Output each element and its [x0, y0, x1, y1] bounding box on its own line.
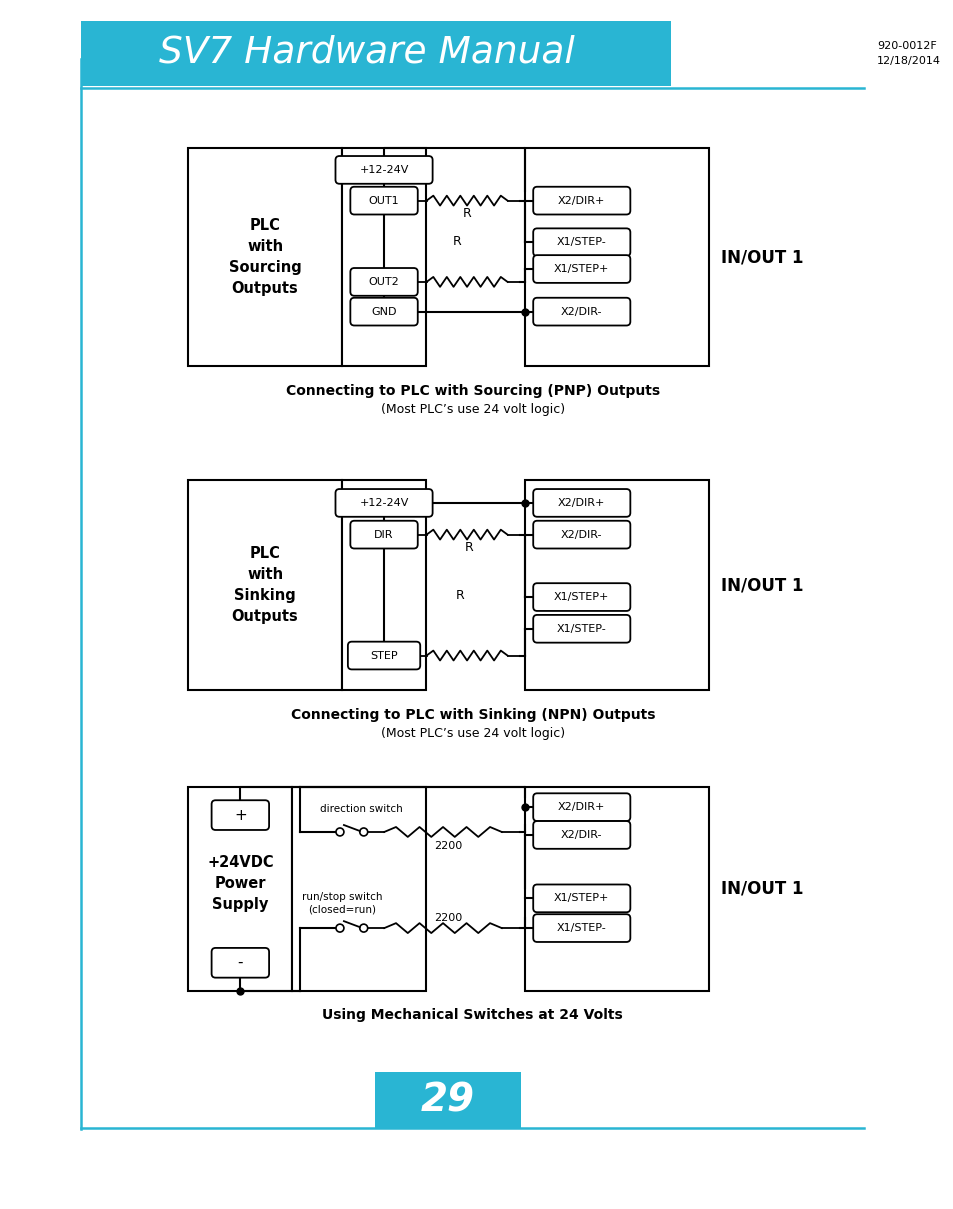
Bar	[341, 480, 426, 690]
Bar	[525, 480, 708, 690]
Text: (Most PLC’s use 24 volt logic): (Most PLC’s use 24 volt logic)	[380, 404, 564, 416]
FancyBboxPatch shape	[212, 800, 269, 829]
Text: X2/DIR+: X2/DIR+	[558, 196, 605, 206]
Text: 2200: 2200	[434, 913, 461, 924]
Text: Connecting to PLC with Sourcing (PNP) Outputs: Connecting to PLC with Sourcing (PNP) Ou…	[285, 384, 659, 398]
FancyBboxPatch shape	[533, 821, 630, 849]
Circle shape	[335, 924, 343, 932]
Text: DIR: DIR	[374, 530, 394, 539]
Text: X1/STEP+: X1/STEP+	[554, 264, 609, 274]
Text: GND: GND	[371, 307, 396, 317]
Bar	[188, 787, 292, 990]
FancyBboxPatch shape	[335, 156, 432, 184]
Text: R: R	[462, 207, 471, 220]
Text: 2200: 2200	[434, 840, 461, 851]
Text: R: R	[453, 235, 461, 248]
FancyBboxPatch shape	[533, 914, 630, 942]
Bar	[81, 22, 670, 86]
Bar	[188, 480, 341, 690]
Text: (closed=run): (closed=run)	[308, 904, 375, 914]
Text: direction switch: direction switch	[320, 804, 403, 814]
Text: 12/18/2014: 12/18/2014	[876, 56, 941, 65]
Text: -: -	[237, 955, 243, 971]
Text: R: R	[465, 540, 474, 554]
Bar	[375, 1072, 520, 1129]
Circle shape	[359, 924, 367, 932]
Text: PLC
with
Sourcing
Outputs: PLC with Sourcing Outputs	[229, 218, 301, 296]
FancyBboxPatch shape	[533, 521, 630, 549]
FancyBboxPatch shape	[533, 488, 630, 516]
Text: +12-24V: +12-24V	[359, 498, 408, 508]
Text: +24VDC
Power
Supply: +24VDC Power Supply	[207, 856, 274, 913]
Text: IN/OUT 1: IN/OUT 1	[720, 577, 802, 594]
Text: X1/STEP+: X1/STEP+	[554, 893, 609, 903]
FancyBboxPatch shape	[533, 186, 630, 214]
FancyBboxPatch shape	[335, 488, 432, 516]
FancyBboxPatch shape	[533, 255, 630, 283]
Text: run/stop switch: run/stop switch	[301, 892, 382, 902]
Text: (Most PLC’s use 24 volt logic): (Most PLC’s use 24 volt logic)	[380, 728, 564, 740]
Bar	[188, 147, 341, 366]
Bar	[525, 147, 708, 366]
FancyBboxPatch shape	[533, 583, 630, 611]
Text: IN/OUT 1: IN/OUT 1	[720, 880, 802, 898]
Text: X1/STEP-: X1/STEP-	[557, 924, 606, 933]
Text: +: +	[233, 808, 247, 822]
Text: 29: 29	[420, 1082, 475, 1120]
Text: OUT2: OUT2	[368, 277, 399, 287]
Text: STEP: STEP	[370, 650, 397, 660]
Text: X2/DIR-: X2/DIR-	[560, 530, 602, 539]
Bar	[525, 787, 708, 990]
FancyBboxPatch shape	[348, 642, 419, 670]
Bar	[292, 787, 426, 990]
Circle shape	[359, 828, 367, 835]
FancyBboxPatch shape	[533, 793, 630, 821]
Text: X2/DIR+: X2/DIR+	[558, 803, 605, 812]
FancyBboxPatch shape	[533, 885, 630, 913]
FancyBboxPatch shape	[212, 948, 269, 978]
Text: +12-24V: +12-24V	[359, 164, 408, 175]
FancyBboxPatch shape	[533, 297, 630, 325]
FancyBboxPatch shape	[350, 297, 417, 325]
Text: SV7 Hardware Manual: SV7 Hardware Manual	[158, 35, 574, 71]
Text: X1/STEP+: X1/STEP+	[554, 592, 609, 602]
Bar	[341, 147, 426, 366]
FancyBboxPatch shape	[533, 615, 630, 643]
Text: Using Mechanical Switches at 24 Volts: Using Mechanical Switches at 24 Volts	[322, 1008, 622, 1023]
FancyBboxPatch shape	[350, 186, 417, 214]
Text: X1/STEP-: X1/STEP-	[557, 237, 606, 248]
Text: X2/DIR+: X2/DIR+	[558, 498, 605, 508]
Text: X1/STEP-: X1/STEP-	[557, 624, 606, 634]
Text: PLC
with
Sinking
Outputs: PLC with Sinking Outputs	[232, 546, 298, 624]
FancyBboxPatch shape	[533, 229, 630, 256]
FancyBboxPatch shape	[350, 268, 417, 296]
Text: X2/DIR-: X2/DIR-	[560, 829, 602, 840]
Text: IN/OUT 1: IN/OUT 1	[720, 248, 802, 266]
FancyBboxPatch shape	[350, 521, 417, 549]
Text: Connecting to PLC with Sinking (NPN) Outputs: Connecting to PLC with Sinking (NPN) Out…	[291, 708, 655, 722]
Circle shape	[335, 828, 343, 835]
Text: 920-0012F: 920-0012F	[876, 41, 936, 51]
Text: X2/DIR-: X2/DIR-	[560, 307, 602, 317]
Text: OUT1: OUT1	[369, 196, 399, 206]
Text: R: R	[455, 589, 463, 602]
